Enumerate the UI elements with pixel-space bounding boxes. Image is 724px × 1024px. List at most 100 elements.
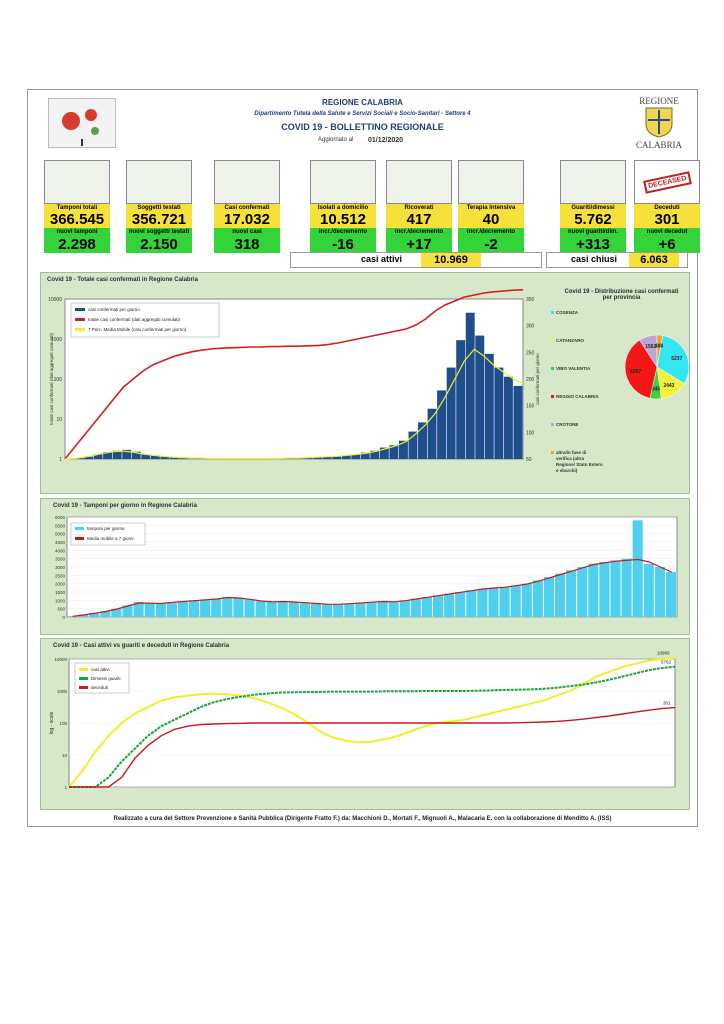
stat-card-deceduti: DECEASED Deceduti 301 nuovi decedut +6 [634,160,700,253]
daily-tests-bar [100,611,111,617]
daily-case-bar [465,312,475,459]
moving-average-line [72,558,672,617]
daily-tests-bar [189,600,200,617]
daily-tests-bar [222,597,233,617]
y-tick-label: 100 [54,377,63,383]
daily-tests-bar [599,562,610,617]
tamponi-chart: 6000550050004500400035003000250020001500… [55,515,678,620]
y-tick-label: 1 [64,785,67,790]
legend-label: CROTONE [556,422,578,427]
daily-tests-bar [111,608,122,617]
lab-test-icon [44,160,110,204]
daily-tests-bar [244,599,255,617]
legend-swatch [75,527,84,530]
active-cases-value: 10.969 [421,253,481,267]
y-tick-label: 10000 [54,657,67,662]
y2-axis-label: casi confermati per giorno [535,353,540,405]
daily-tests-bar [177,601,188,617]
panel-confirmed: Covid 19 - Totale casi confermati in Reg… [40,272,690,494]
pie-title: Covid 19 - Distribuzione casi confermati… [564,289,679,301]
legend-swatch [79,668,88,671]
panel-tamponi: Covid 19 - Tamponi per giorno in Regione… [40,498,690,635]
daily-tests-bar [366,602,377,617]
y-tick-label: 5500 [55,523,66,528]
coat-of-arms-icon [645,107,673,138]
daily-tests-bar [455,592,466,617]
legend-swatch [551,451,554,454]
legend-swatch [75,308,85,311]
daily-tests-bar [477,588,488,617]
y-tick-label: 2500 [55,573,66,578]
daily-tests-bar [555,573,566,617]
active-recovered-deaths-chart: 10000 1000 100 10 1 log - scale 10969 5762 301 ca… [49,651,676,790]
stat-card-ricoverati: Ricoverati 417 incr./decremento +17 [386,160,452,253]
y-tick-label: 6000 [55,515,66,520]
daily-case-bar [74,458,84,459]
daily-tests-bar [632,520,643,617]
y2-tick-label: 100 [526,430,535,436]
daily-tests-bar [377,601,388,617]
closed-cases-value: 6.063 [629,253,679,267]
daily-case-bar [408,431,418,459]
daily-case-bar [179,457,189,459]
daily-tests-bar [610,560,621,617]
daily-case-bar [322,456,332,459]
daily-case-bar [332,456,342,459]
pie-value-label: 488 [655,343,664,349]
daily-case-bar [141,454,151,459]
stat-delta: 318 [214,236,280,253]
bulletin-title: COVID 19 - BOLLETTINO REGIONALE [281,122,444,132]
pie-slice [624,339,658,399]
daily-tests-bar [543,577,554,617]
daily-tests-bar [499,587,510,617]
house-icon [310,160,376,204]
y2-tick-label: 50 [526,457,532,463]
legend-label: deceduti [91,685,108,690]
daily-case-bar [131,451,141,459]
daily-tests-bar [488,587,499,617]
legend-label: altra/in fase di verifica (altra Regione/ … [556,450,603,473]
panel-active-vs-closed: Covid 19 - Casi attivi vs guariti e dece… [40,638,690,810]
header: REGIONE CALABRIA Dipartimento Tutela del… [28,90,697,152]
daily-case-bar [389,445,399,459]
stat-card-isolati: Isolati a domicilio 10.512 incr./decreme… [310,160,376,253]
bulletin-frame: REGIONE CALABRIA Dipartimento Tutela del… [27,89,700,827]
y-tick-label: 4000 [55,548,66,553]
daily-tests-bar [421,597,432,617]
daily-tests-bar [266,602,277,617]
stats-row: Tamponi totali 366.545 nuovi tamponi 2.2… [40,160,700,268]
legend-label: casi attivi [91,667,110,672]
stat-delta: -2 [458,236,524,253]
pie-value-label: 6357 [630,369,641,375]
daily-tests-bar [510,585,521,617]
stat-delta: 2.150 [126,236,192,253]
daily-case-bar [437,390,447,459]
stat-value: 301 [634,212,700,228]
department-name: Dipartimento Tutela della Salute e Servi… [254,111,471,117]
stat-value: 17.032 [214,212,280,228]
daily-case-bar [351,454,361,459]
chart-title: Covid 19 - Casi attivi vs guariti e dece… [53,643,230,649]
legend-swatch [75,328,85,331]
daily-tests-bar [122,605,133,617]
legend-swatch [551,339,554,342]
closed-cases-box: casi chiusi 6.063 [546,252,688,268]
recovered-person-icon [560,160,626,204]
daily-case-bar [150,455,160,459]
province-pie-chart: COSENZA CATANZARO VIBO VALENTIA REGGIO CALA… [551,310,689,473]
active-cases-box: casi attivi 10.969 [290,252,542,268]
daily-case-bar [169,457,179,459]
daily-case-bar [418,422,427,459]
daily-case-bar [122,449,132,459]
daily-tests-bar [322,604,333,617]
virus-presentation-icon [48,98,116,148]
daily-case-bar [160,456,170,459]
y-tick-label: 10 [56,417,62,423]
legend-swatch [551,367,554,370]
y-tick-label: 1000 [51,337,62,343]
daily-tests-bar [67,616,78,617]
legend-swatch [75,318,85,321]
virus-people-icon [214,160,280,204]
y-tick-label: 10000 [48,297,62,303]
daily-case-bar [484,353,494,459]
